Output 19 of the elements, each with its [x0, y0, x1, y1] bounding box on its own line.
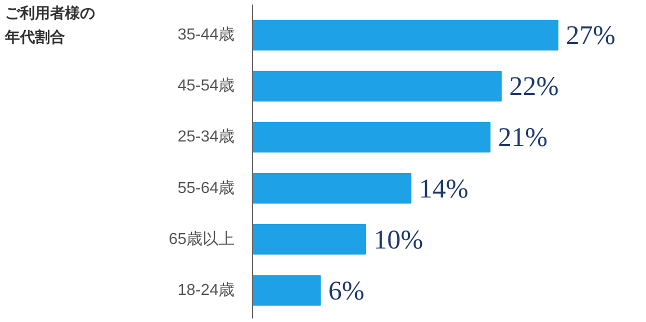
- y-tick-label: 35-44歳: [178, 26, 234, 44]
- bar: [252, 122, 490, 153]
- data-label: 22%: [509, 71, 559, 102]
- text: ご利用者様の年代割合: [5, 4, 95, 48]
- y-tick-label: 55-64歳: [178, 178, 234, 197]
- bar: [252, 20, 558, 50]
- y-tick-label: 25-34歳: [178, 128, 234, 146]
- data-label: 14%: [418, 173, 468, 204]
- data-label: 10%: [374, 224, 424, 254]
- y-tick-label: 18-24歳: [178, 280, 234, 299]
- bar: [252, 275, 321, 306]
- y-tick-label: 65歳以上: [168, 230, 234, 248]
- data-label: 27%: [566, 20, 616, 50]
- bar: [252, 173, 412, 204]
- bar: [252, 224, 366, 255]
- y-tick-label: 45-54歳: [178, 76, 234, 95]
- bar: [252, 70, 502, 102]
- data-label: 21%: [498, 122, 548, 152]
- data-label: 6%: [328, 275, 364, 306]
